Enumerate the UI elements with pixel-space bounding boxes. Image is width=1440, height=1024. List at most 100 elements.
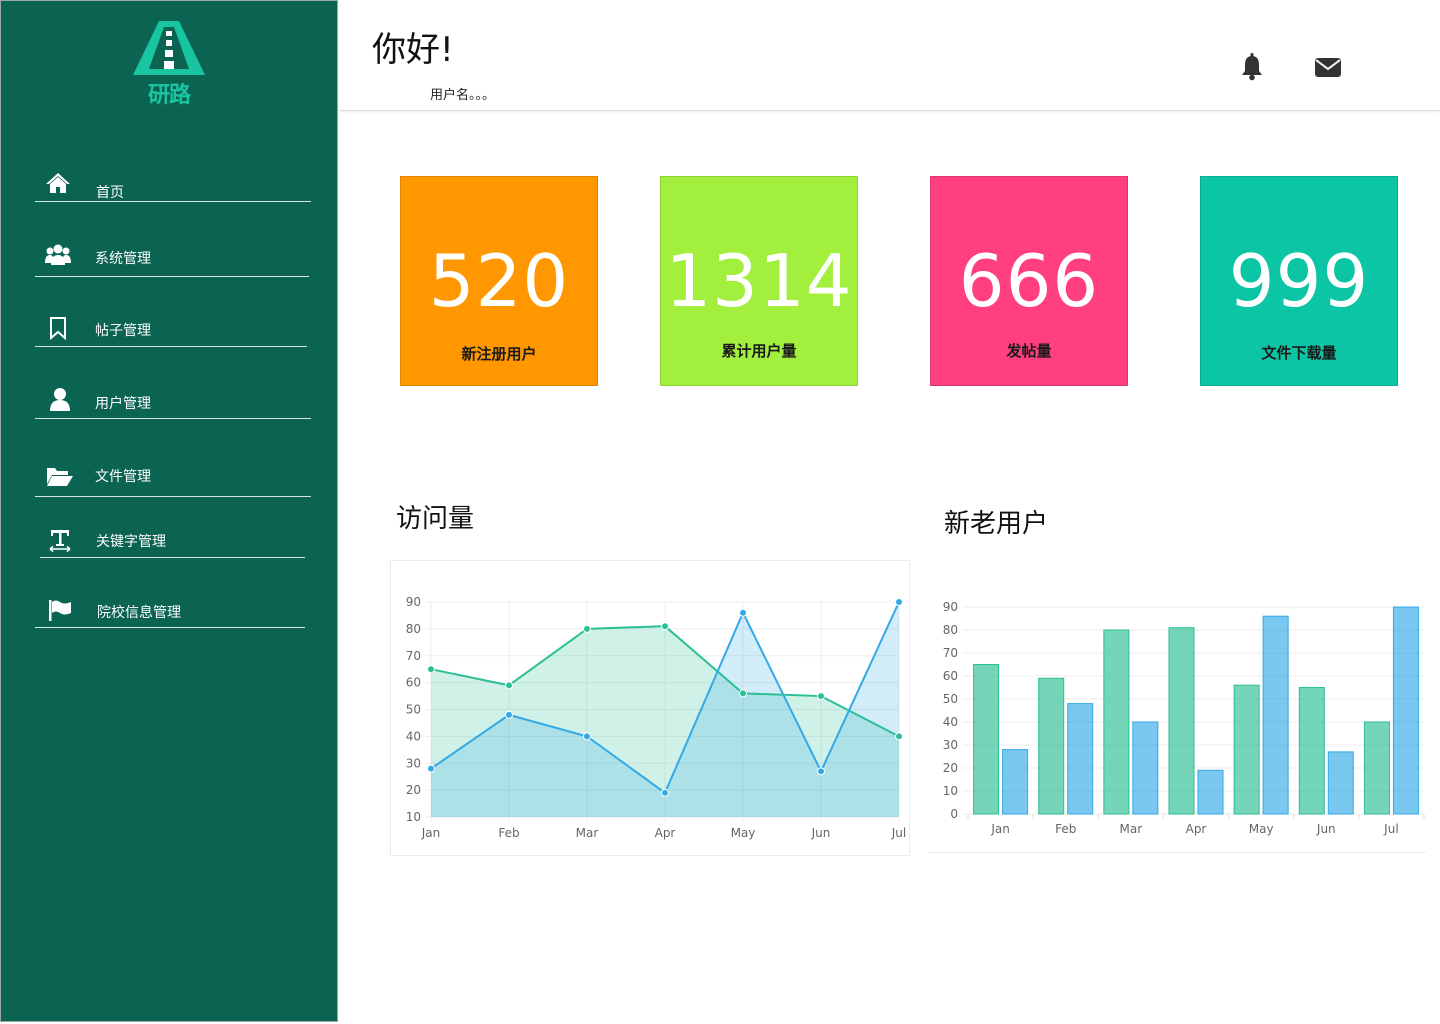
sidebar-item-label: 首页 (96, 182, 124, 202)
sidebar-item-label: 院校信息管理 (97, 602, 181, 622)
x-tick-label: May (1249, 822, 1274, 836)
stat-card-posts: 666 发帖量 (930, 176, 1128, 386)
data-point (506, 682, 513, 689)
stat-value: 1314 (661, 239, 857, 323)
users-bar-chart-svg: 0 10 20 30 40 50 60 70 80 90 Jan Feb Mar Apr May Jun Jul (928, 592, 1426, 852)
stat-card-downloads: 999 文件下载量 (1200, 176, 1398, 386)
y-tick-label: 80 (406, 622, 421, 636)
users-bar-chart: 0 10 20 30 40 50 60 70 80 90 Jan Feb Mar Apr May Jun Jul (928, 592, 1426, 853)
sidebar-item-posts[interactable]: 帖子管理 (35, 312, 307, 347)
x-tick-label: Jun (811, 826, 831, 840)
bar (1104, 630, 1129, 814)
greeting-title: 你好! (372, 22, 454, 71)
visits-line-chart: 10 20 30 40 50 60 70 80 90 Jan Feb Mar Apr May Jun Jul (390, 560, 910, 856)
bar (1263, 616, 1288, 814)
y-tick-label: 20 (943, 761, 958, 775)
flag-icon (47, 598, 73, 622)
data-point (740, 609, 747, 616)
data-point (584, 625, 591, 632)
data-point (506, 711, 513, 718)
stat-value: 520 (401, 239, 597, 323)
x-tick-label: Mar (1120, 822, 1143, 836)
y-tick-label: 70 (943, 646, 958, 660)
y-tick-label: 30 (943, 738, 958, 752)
x-tick-label: Apr (1186, 822, 1207, 836)
x-tick-label: Jan (421, 826, 441, 840)
x-tick-label: Jul (891, 826, 906, 840)
y-tick-label: 0 (950, 807, 958, 821)
stat-label: 发帖量 (931, 340, 1127, 361)
data-point (896, 599, 903, 606)
sidebar-item-label: 关键字管理 (96, 531, 166, 551)
sidebar-item-system[interactable]: 系统管理 (35, 241, 309, 277)
y-tick-label: 50 (406, 703, 421, 717)
x-tick-label: Feb (1055, 822, 1076, 836)
stat-label: 文件下载量 (1201, 342, 1397, 363)
data-point (818, 768, 825, 775)
top-header: 你好! 用户名。。。 (340, 0, 1440, 111)
sidebar-item-users[interactable]: 用户管理 (35, 383, 311, 419)
bar (1364, 722, 1389, 814)
home-icon (45, 171, 71, 195)
y-tick-label: 60 (943, 669, 958, 683)
visits-chart-title: 访问量 (396, 498, 474, 535)
y-tick-label: 60 (406, 676, 421, 690)
bar (1133, 722, 1158, 814)
sidebar: 研路 首页 系统管理 帖子管理 用户管理 (0, 0, 338, 1022)
visits-line-chart-svg: 10 20 30 40 50 60 70 80 90 Jan Feb Mar Apr May Jun Jul (391, 561, 911, 857)
y-tick-label: 50 (943, 692, 958, 706)
data-point (740, 690, 747, 697)
road-logo-icon (131, 19, 207, 79)
y-tick-label: 40 (406, 729, 421, 743)
sidebar-item-files[interactable]: 文件管理 (35, 460, 311, 497)
bar (1169, 628, 1194, 814)
y-tick-label: 20 (406, 783, 421, 797)
logo-text: 研路 (131, 77, 207, 109)
stat-value: 999 (1201, 239, 1397, 323)
x-tick-label: Jan (990, 822, 1010, 836)
sidebar-item-label: 系统管理 (95, 248, 151, 268)
x-tick-label: Jun (1316, 822, 1336, 836)
x-tick-label: Mar (576, 826, 599, 840)
bar (1234, 685, 1259, 814)
data-point (896, 733, 903, 740)
data-point (662, 623, 669, 630)
sidebar-item-schools[interactable]: 院校信息管理 (35, 593, 305, 628)
data-point (428, 765, 435, 772)
y-tick-label: 10 (406, 810, 421, 824)
bar (1039, 678, 1064, 814)
data-point (428, 666, 435, 673)
y-tick-label: 30 (406, 756, 421, 770)
x-tick-label: May (731, 826, 756, 840)
stat-value: 666 (931, 239, 1127, 323)
sidebar-item-home[interactable]: 首页 (35, 167, 311, 202)
data-point (818, 693, 825, 700)
envelope-icon[interactable] (1313, 52, 1343, 82)
users-icon (45, 243, 71, 267)
data-point (584, 733, 591, 740)
sidebar-item-keywords[interactable]: 关键字管理 (40, 523, 305, 558)
app-logo[interactable]: 研路 (131, 19, 207, 109)
y-tick-label: 70 (406, 649, 421, 663)
sidebar-item-label: 用户管理 (95, 393, 151, 413)
folder-open-icon (46, 464, 74, 488)
bell-icon[interactable] (1237, 52, 1267, 82)
text-height-icon (49, 528, 75, 552)
x-tick-label: Feb (498, 826, 519, 840)
stat-card-total-users: 1314 累计用户量 (660, 176, 858, 386)
y-tick-label: 80 (943, 623, 958, 637)
stat-card-new-users: 520 新注册用户 (400, 176, 598, 386)
y-tick-label: 10 (943, 784, 958, 798)
bar (1328, 752, 1353, 814)
y-tick-label: 90 (406, 595, 421, 609)
stat-label: 新注册用户 (401, 343, 597, 364)
bar (1198, 770, 1223, 814)
users-chart-title: 新老用户 (944, 503, 1048, 540)
x-tick-label: Jul (1383, 822, 1398, 836)
stat-label: 累计用户量 (661, 340, 857, 361)
bar (1393, 607, 1418, 814)
username-label: 用户名。。。 (430, 84, 495, 103)
y-tick-label: 90 (943, 600, 958, 614)
x-tick-label: Apr (655, 826, 676, 840)
y-tick-label: 40 (943, 715, 958, 729)
